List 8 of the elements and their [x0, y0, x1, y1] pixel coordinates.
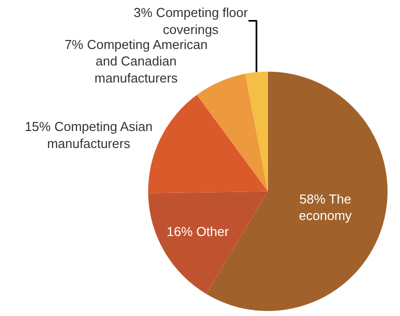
slice-label: 58% The economy [298, 191, 352, 224]
slice-label: 15% Competing Asian manufacturers [24, 119, 153, 151]
pie-slice [245, 72, 268, 192]
slice-label: 16% Other [166, 224, 230, 240]
slice-label: 7% Competing American and Canadian manufacturers [64, 36, 208, 86]
slice-label: 3% Competing floor coverings [134, 4, 248, 37]
pie-slice [196, 74, 268, 192]
pie-slice [148, 191, 268, 294]
